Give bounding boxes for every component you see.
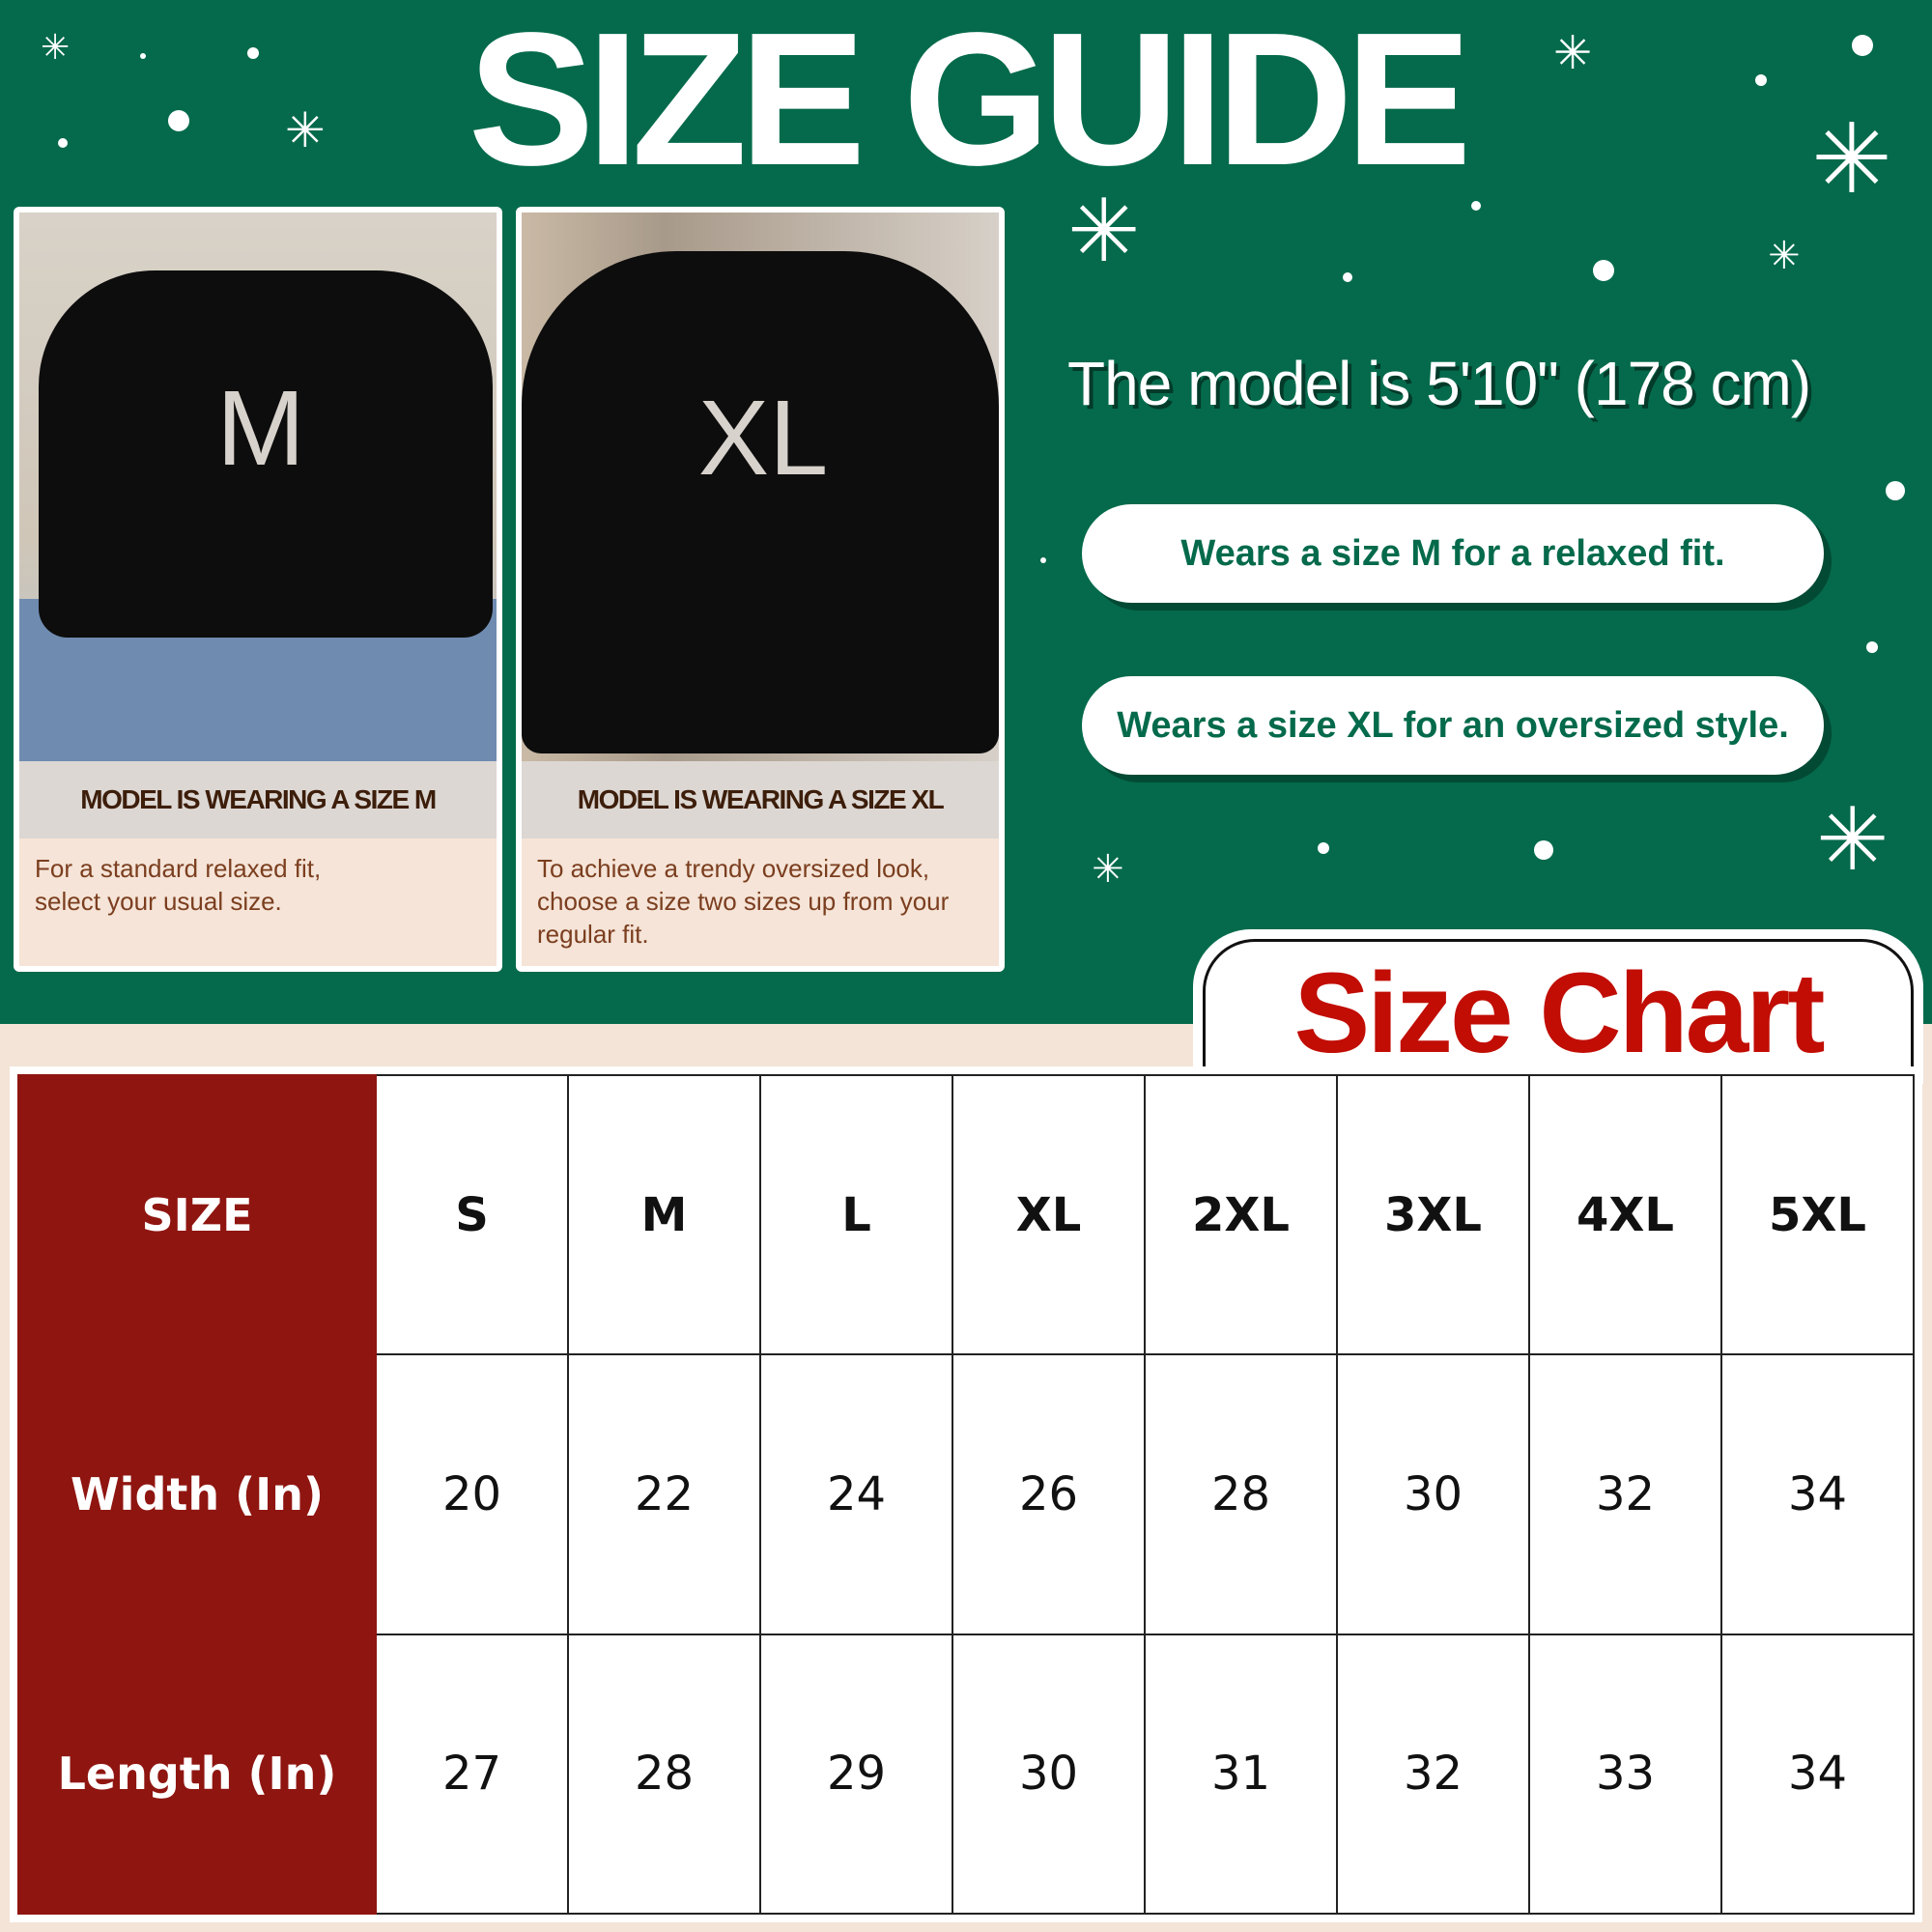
card-description: For a standard relaxed fit, select your …: [19, 838, 497, 966]
table-cell: 34: [1720, 1353, 1915, 1635]
snowflake-icon: ✳: [1811, 102, 1892, 215]
snowflake-icon: ✳: [1553, 26, 1593, 80]
snowflake-icon: ✳: [285, 102, 326, 158]
model-height: The model is 5'10" (178 cm): [1067, 349, 1811, 418]
snow-dot: [1593, 260, 1614, 281]
table-row: Width (In) 20 22 24 26 28 30 32 34: [17, 1353, 1915, 1635]
table-cell: M: [567, 1073, 761, 1356]
snowflake-icon: ✳: [1067, 181, 1141, 282]
table-cell: 31: [1144, 1633, 1338, 1916]
table-cell: 30: [1336, 1353, 1530, 1635]
table-cell: 4XL: [1528, 1073, 1722, 1356]
table-row: SIZE S M L XL 2XL 3XL 4XL 5XL: [17, 1073, 1915, 1356]
table-row: Length (In) 27 28 29 30 31 32 33 34: [17, 1633, 1915, 1916]
table-cell: 30: [952, 1633, 1146, 1916]
page-title: SIZE GUIDE: [468, 0, 1472, 205]
table-cell: 20: [375, 1353, 569, 1635]
table-cell: 2XL: [1144, 1073, 1338, 1356]
row-header: SIZE: [17, 1073, 377, 1356]
snow-dot: [140, 53, 146, 59]
snow-dot: [1755, 74, 1767, 86]
snow-dot: [1886, 481, 1905, 500]
model-photo-m: M: [19, 213, 497, 761]
size-chart-title: Size Chart: [1203, 939, 1914, 1084]
snow-dot: [1343, 272, 1352, 282]
table-cell: 26: [952, 1353, 1146, 1635]
snow-dot: [168, 110, 189, 131]
table-cell: 33: [1528, 1633, 1722, 1916]
snow-dot: [1471, 201, 1481, 211]
table-cell: 3XL: [1336, 1073, 1530, 1356]
table-cell: 28: [1144, 1353, 1338, 1635]
size-table: SIZE S M L XL 2XL 3XL 4XL 5XL Width (In) 20 22 24 26 2…: [10, 1066, 1922, 1922]
fit-pill-m: Wears a size M for a relaxed fit.: [1082, 504, 1824, 603]
shirt-letter: XL: [697, 379, 829, 497]
table-cell: 34: [1720, 1633, 1915, 1916]
snowflake-icon: ✳: [41, 28, 71, 68]
table-cell: XL: [952, 1073, 1146, 1356]
model-photo-xl: XL: [522, 213, 999, 761]
snowflake-icon: ✳: [1816, 789, 1889, 891]
table-cell: 28: [567, 1633, 761, 1916]
table-cell: 32: [1528, 1353, 1722, 1635]
table-cell: 22: [567, 1353, 761, 1635]
table-cell: 5XL: [1720, 1073, 1915, 1356]
table-cell: 27: [375, 1633, 569, 1916]
card-label: MODEL IS WEARING A SIZE XL: [522, 761, 999, 838]
model-card-xl: XL MODEL IS WEARING A SIZE XL To achieve…: [516, 207, 1005, 972]
card-label: MODEL IS WEARING A SIZE M: [19, 761, 497, 838]
snow-dot: [1318, 842, 1329, 854]
table-cell: L: [759, 1073, 953, 1356]
snowflake-icon: ✳: [1092, 847, 1124, 892]
snow-dot: [58, 138, 68, 148]
table-cell: 29: [759, 1633, 953, 1916]
fit-pill-xl: Wears a size XL for an oversized style.: [1082, 676, 1824, 775]
snow-dot: [247, 47, 259, 59]
model-card-m: M MODEL IS WEARING A SIZE M For a standa…: [14, 207, 502, 972]
table-cell: S: [375, 1073, 569, 1356]
card-description: To achieve a trendy oversized look, choo…: [522, 838, 999, 966]
snow-dot: [1534, 840, 1553, 860]
shirt-letter: M: [216, 369, 305, 488]
snowflake-icon: ✳: [1768, 234, 1801, 278]
table-cell: 32: [1336, 1633, 1530, 1916]
table-cell: 24: [759, 1353, 953, 1635]
size-chart-tab: Size Chart: [1193, 929, 1923, 1084]
snow-dot: [1852, 35, 1873, 56]
snow-dot: [1040, 557, 1046, 563]
snow-dot: [1866, 641, 1878, 653]
row-header: Length (In): [17, 1633, 377, 1916]
row-header: Width (In): [17, 1353, 377, 1635]
